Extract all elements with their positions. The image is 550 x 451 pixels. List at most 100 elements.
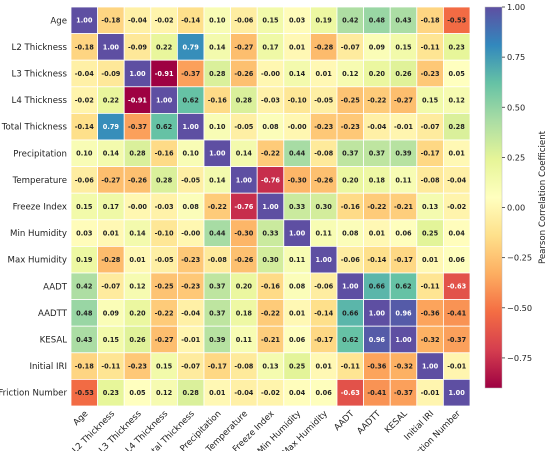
cell-value-label: 0.22 — [156, 43, 173, 51]
heatmap-cell-aadtt-initial-iri — [416, 299, 444, 327]
cell-value-label: 0.62 — [183, 97, 200, 105]
heatmap-cell-min-humidity-temperature — [230, 219, 258, 247]
cell-value-label: 0.09 — [369, 43, 386, 51]
cell-value-label: 0.43 — [76, 336, 93, 344]
cell-value-label: 0.25 — [289, 363, 306, 371]
cell-value-label: 0.01 — [316, 363, 333, 371]
cell-value-label: -0.04 — [367, 123, 386, 131]
heatmap-cell-friction-number-age — [70, 378, 99, 407]
cell-value-label: -0.63 — [341, 389, 360, 397]
cell-value-label: 0.12 — [449, 97, 466, 105]
heatmap-cell-l4-thickness-total-thickness — [176, 86, 205, 114]
cell-value-label: 0.19 — [76, 256, 93, 264]
heatmap-cell-total-thickness-aadtt — [363, 113, 391, 141]
cell-value-label: -0.11 — [101, 363, 120, 371]
heatmap-cell-min-humidity-min-humidity — [283, 219, 311, 247]
row-label-friction-number: Friction Number — [0, 389, 67, 399]
cell-value-label: -0.01 — [181, 336, 200, 344]
cell-value-label: 0.39 — [209, 336, 226, 344]
cell-value-label: 1.00 — [156, 97, 173, 105]
cell-value-label: 0.30 — [262, 256, 279, 264]
heatmap-cell-l4-thickness-aadt — [336, 86, 365, 114]
cell-value-label: 0.12 — [129, 283, 146, 291]
cell-value-label: 0.20 — [129, 309, 146, 317]
cell-value-label: 0.08 — [342, 230, 359, 238]
heatmap-cell-l4-thickness-age — [70, 86, 99, 114]
heatmap-cell-precipitation-aadtt — [363, 139, 391, 168]
heatmap-cell-precipitation-l3-thickness — [123, 139, 152, 168]
cell-value-label: 0.18 — [369, 176, 386, 184]
heatmap-cell-l3-thickness-precipitation — [203, 59, 232, 88]
heatmap-cell-friction-number-kesal — [389, 378, 418, 407]
cell-value-label: -0.05 — [181, 176, 200, 184]
cell-value-label: 0.01 — [369, 230, 386, 238]
cell-value-label: 0.37 — [369, 150, 386, 158]
heatmap-cell-freeze-index-friction-number — [442, 192, 471, 221]
cell-value-label: 0.26 — [395, 70, 412, 78]
cell-value-label: -0.18 — [75, 363, 94, 371]
heatmap-cell-precipitation-max-humidity — [309, 139, 338, 168]
heatmap-cell-max-humidity-friction-number — [442, 245, 471, 274]
heatmap-cell-aadt-max-humidity — [309, 272, 338, 301]
colorbar-tick-label: 0.50 — [507, 102, 525, 112]
cell-value-label: 0.15 — [103, 336, 120, 344]
cell-value-label: -0.06 — [314, 283, 333, 291]
heatmap-cell-l2-thickness-friction-number — [442, 33, 471, 61]
heatmap-cell-l4-thickness-initial-iri — [416, 86, 444, 114]
cell-value-label: 0.06 — [316, 389, 333, 397]
cell-value-label: 0.66 — [369, 283, 386, 291]
cell-value-label: -0.09 — [128, 43, 147, 51]
cell-value-label: -0.04 — [128, 17, 147, 25]
heatmap-cell-aadt-aadtt — [363, 272, 391, 301]
heatmap-cell-aadt-precipitation — [203, 272, 232, 301]
cell-value-label: -0.26 — [314, 176, 333, 184]
cell-value-label: 0.11 — [236, 336, 253, 344]
cell-value-label: -0.36 — [367, 363, 386, 371]
heatmap-cell-aadt-age — [70, 272, 99, 301]
heatmap-cell-age-age — [70, 6, 99, 35]
cell-value-label: 0.62 — [395, 283, 412, 291]
cell-value-label: 0.96 — [369, 336, 386, 344]
cell-value-label: -0.16 — [341, 203, 360, 211]
heatmap-cell-aadt-friction-number — [442, 272, 471, 301]
heatmap-cell-temperature-temperature — [230, 166, 258, 194]
heatmap-cell-precipitation-min-humidity — [283, 139, 311, 168]
cell-value-label: -0.18 — [421, 17, 440, 25]
heatmap-cell-total-thickness-temperature — [230, 113, 258, 141]
cell-value-label: 0.14 — [209, 176, 226, 184]
cell-value-label: 0.06 — [395, 230, 412, 238]
cell-value-label: -0.02 — [261, 389, 280, 397]
cell-value-label: -0.32 — [394, 363, 413, 371]
heatmap-cell-freeze-index-temperature — [230, 192, 258, 221]
cell-value-label: 0.10 — [76, 150, 93, 158]
heatmap-cell-friction-number-min-humidity — [283, 378, 311, 407]
row-label-aadt: AADT — [43, 282, 68, 292]
heatmap-cell-age-l2-thickness — [97, 6, 125, 35]
cell-value-label: 0.28 — [183, 389, 200, 397]
heatmap-cell-aadt-total-thickness — [176, 272, 205, 301]
heatmap-cell-min-humidity-precipitation — [203, 219, 232, 247]
cell-value-label: 1.00 — [316, 256, 333, 264]
cell-value-label: 0.01 — [449, 150, 466, 158]
cell-value-label: 0.37 — [209, 309, 226, 317]
cell-value-label: 0.22 — [103, 97, 120, 105]
cell-value-label: 0.01 — [289, 43, 306, 51]
heatmap-cell-age-max-humidity — [309, 6, 338, 35]
cell-value-label: 0.20 — [369, 70, 386, 78]
heatmap-cell-initial-iri-kesal — [389, 352, 418, 380]
heatmap-cell-initial-iri-friction-number — [442, 352, 471, 380]
row-label-total-thickness: Total Thickness — [1, 123, 68, 133]
heatmap-cell-freeze-index-initial-iri — [416, 192, 444, 221]
heatmap-cell-initial-iri-temperature — [230, 352, 258, 380]
cell-value-label: -0.23 — [181, 256, 200, 264]
cell-value-label: 0.13 — [262, 363, 279, 371]
cell-value-label: 0.09 — [103, 309, 120, 317]
cell-value-label: 0.44 — [289, 150, 306, 158]
cell-value-label: -0.22 — [367, 203, 386, 211]
cell-value-label: 1.00 — [76, 17, 93, 25]
heatmap-cell-min-humidity-aadtt — [363, 219, 391, 247]
cell-value-label: 0.12 — [156, 389, 173, 397]
row-label-precipitation: Precipitation — [13, 149, 67, 159]
heatmap-cell-age-freeze-index — [256, 6, 285, 35]
